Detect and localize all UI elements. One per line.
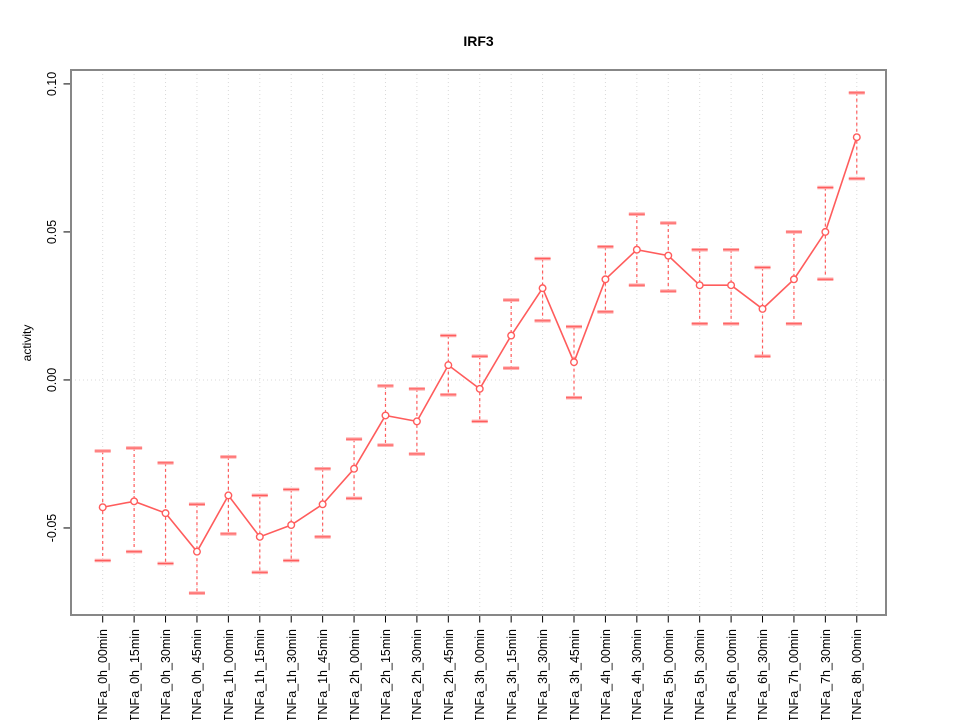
series-line [102,136,858,554]
data-point [538,284,547,293]
data-point [130,497,139,506]
data-point [192,547,201,556]
x-tick-label: TNFa_5h_30min [693,629,708,720]
x-tick-label: TNFa_3h_15min [504,629,519,720]
data-point [381,411,390,420]
x-tick-label: TNFa_4h_30min [630,629,645,720]
x-tick-label: TNFa_7h_30min [818,629,833,720]
data-point [224,491,233,500]
x-tick-label: TNFa_7h_00min [787,629,802,720]
data-point [98,503,107,512]
plot-border [70,69,887,616]
x-tick-label: TNFa_3h_30min [536,629,551,720]
x-tick-label: TNFa_0h_45min [190,629,205,720]
y-tick-label: 0.10 [45,71,59,97]
x-tick-label: TNFa_4h_00min [598,629,613,720]
x-tick-label: TNFa_5h_00min [661,629,676,720]
data-point [821,227,830,236]
x-tick-label: TNFa_0h_00min [96,629,111,720]
x-tick-label: TNFa_8h_00min [850,629,865,720]
data-point [570,358,579,367]
data-point [601,275,610,284]
data-point [318,500,327,509]
x-tick-label: TNFa_2h_45min [441,629,456,720]
x-tick-label: TNFa_1h_15min [253,629,268,720]
data-point [287,521,296,530]
x-tick-label: TNFa_1h_30min [284,629,299,720]
y-tick-label: 0.05 [45,219,59,245]
data-point [475,384,484,393]
data-point [255,532,264,541]
x-tick-label: TNFa_1h_00min [221,629,236,720]
x-tick-label: TNFa_1h_45min [316,629,331,720]
data-point [664,251,673,260]
x-tick-label: TNFa_2h_00min [347,629,362,720]
data-point [444,361,453,370]
data-point [852,133,861,142]
y-tick-label: -0.05 [45,513,59,543]
data-point [412,417,421,426]
data-point [727,281,736,290]
x-tick-label: TNFa_2h_15min [378,629,393,720]
data-point [507,331,516,340]
data-point [161,509,170,518]
x-tick-label: TNFa_0h_15min [127,629,142,720]
x-tick-label: TNFa_6h_00min [724,629,739,720]
x-tick-label: TNFa_3h_45min [567,629,582,720]
data-point [758,304,767,313]
x-tick-label: TNFa_2h_30min [410,629,425,720]
x-tick-label: TNFa_3h_00min [473,629,488,720]
chart-title: IRF3 [463,33,494,49]
y-axis-label: activity [20,324,34,361]
data-point [632,245,641,254]
data-point [350,464,359,473]
data-point [695,281,704,290]
x-tick-label: TNFa_0h_30min [159,629,174,720]
x-tick-label: TNFa_6h_30min [756,629,771,720]
y-tick-label: 0.00 [45,367,59,393]
data-point [789,275,798,284]
